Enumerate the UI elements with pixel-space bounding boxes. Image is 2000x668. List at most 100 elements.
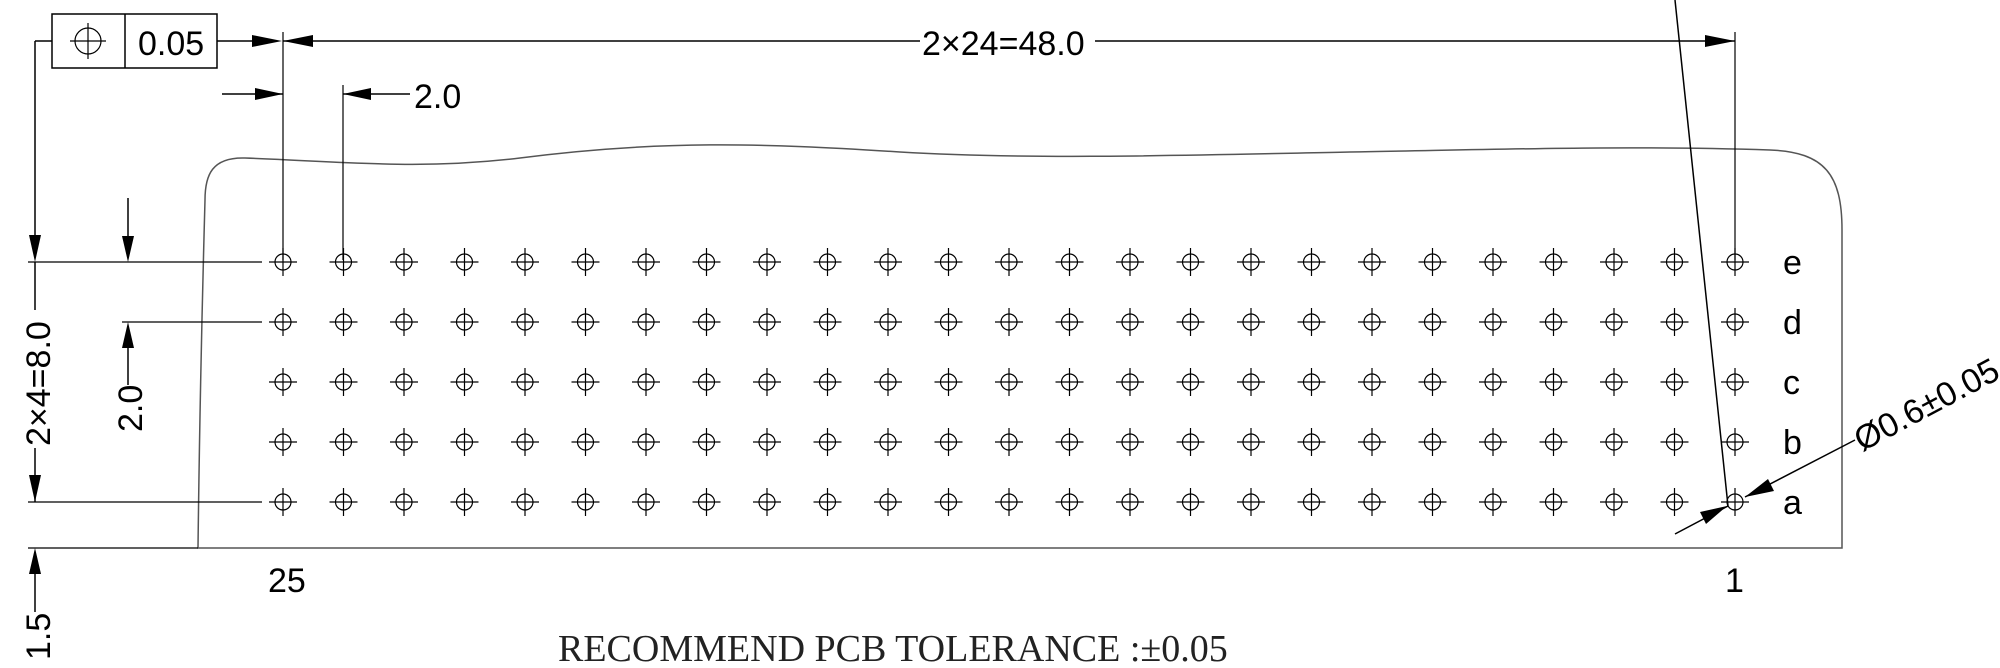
hole-b-12 xyxy=(1055,428,1084,456)
hole-a-18 xyxy=(692,488,721,516)
hole-c-19 xyxy=(632,368,660,396)
hole-b-19 xyxy=(632,428,660,456)
pitch-vertical-dimension: 2.0 xyxy=(112,198,150,432)
hole-d-7 xyxy=(1358,308,1386,336)
hole-b-16 xyxy=(813,428,842,456)
hole-e-8 xyxy=(1297,248,1326,276)
hole-e-16 xyxy=(813,248,842,276)
hole-b-22 xyxy=(450,428,479,456)
hole-d-14 xyxy=(934,308,963,336)
hole-b-18 xyxy=(692,428,721,456)
hole-b-23 xyxy=(390,428,418,456)
hole-b-10 xyxy=(1176,428,1205,456)
hole-c-4 xyxy=(1539,368,1568,396)
hole-c-8 xyxy=(1297,368,1326,396)
hole-d-22 xyxy=(450,308,479,336)
hole-diameter-label: Ø0.6±0.05 xyxy=(1848,351,2000,459)
hole-c-12 xyxy=(1055,368,1084,396)
hole-d-25 xyxy=(269,308,297,336)
hole-d-17 xyxy=(753,308,781,336)
hole-b-13 xyxy=(995,428,1023,456)
hole-e-19 xyxy=(632,248,660,276)
hole-d-24 xyxy=(329,308,358,336)
hole-a-3 xyxy=(1600,488,1628,516)
hole-e-20 xyxy=(571,248,600,276)
hole-a-17 xyxy=(753,488,781,516)
hole-d-21 xyxy=(511,308,539,336)
hole-a-8 xyxy=(1297,488,1326,516)
hole-a-11 xyxy=(1116,488,1144,516)
pitch-vertical-label: 2.0 xyxy=(112,385,150,432)
hole-c-23 xyxy=(390,368,418,396)
hole-a-15 xyxy=(874,488,902,516)
column-label-left: 25 xyxy=(268,562,306,600)
hole-c-14 xyxy=(934,368,963,396)
hole-d-10 xyxy=(1176,308,1205,336)
hole-d-3 xyxy=(1600,308,1628,336)
hole-b-14 xyxy=(934,428,963,456)
hole-a-6 xyxy=(1418,488,1447,516)
hole-e-5 xyxy=(1479,248,1507,276)
hole-e-3 xyxy=(1600,248,1628,276)
hole-e-22 xyxy=(450,248,479,276)
hole-c-18 xyxy=(692,368,721,396)
hole-grid xyxy=(269,248,1749,516)
hole-b-6 xyxy=(1418,428,1447,456)
hole-a-25 xyxy=(269,488,297,516)
overall-width-dimension: 2×24=48.0 xyxy=(282,25,1736,260)
hole-e-10 xyxy=(1176,248,1205,276)
row-label-a: a xyxy=(1783,484,1802,522)
hole-d-18 xyxy=(692,308,721,336)
hole-c-15 xyxy=(874,368,902,396)
hole-a-24 xyxy=(329,488,358,516)
overall-height-dimension: 2×4=8.0 xyxy=(20,262,58,502)
hole-c-5 xyxy=(1479,368,1507,396)
hole-c-2 xyxy=(1660,368,1689,396)
hole-a-2 xyxy=(1660,488,1689,516)
hole-e-23 xyxy=(390,248,418,276)
hole-d-19 xyxy=(632,308,660,336)
hole-e-9 xyxy=(1237,248,1265,276)
hole-c-24 xyxy=(329,368,358,396)
hole-a-23 xyxy=(390,488,418,516)
hole-c-20 xyxy=(571,368,600,396)
hole-d-5 xyxy=(1479,308,1507,336)
hole-c-25 xyxy=(269,368,297,396)
overall-height-label: 2×4=8.0 xyxy=(20,321,58,446)
hole-a-16 xyxy=(813,488,842,516)
hole-e-13 xyxy=(995,248,1023,276)
row-label-c: c xyxy=(1783,364,1800,402)
hole-a-20 xyxy=(571,488,600,516)
hole-a-21 xyxy=(511,488,539,516)
hole-e-12 xyxy=(1055,248,1084,276)
hole-b-7 xyxy=(1358,428,1386,456)
hole-b-5 xyxy=(1479,428,1507,456)
hole-c-11 xyxy=(1116,368,1144,396)
pitch-horizontal-dimension: 2.0 xyxy=(222,78,461,260)
hole-d-2 xyxy=(1660,308,1689,336)
hole-c-7 xyxy=(1358,368,1386,396)
hole-a-12 xyxy=(1055,488,1084,516)
hole-b-17 xyxy=(753,428,781,456)
hole-d-23 xyxy=(390,308,418,336)
hole-c-16 xyxy=(813,368,842,396)
hole-e-17 xyxy=(753,248,781,276)
hole-d-6 xyxy=(1418,308,1447,336)
hole-e-7 xyxy=(1358,248,1386,276)
row-label-d: d xyxy=(1783,304,1802,342)
hole-d-11 xyxy=(1116,308,1144,336)
hole-b-4 xyxy=(1539,428,1568,456)
hole-c-13 xyxy=(995,368,1023,396)
pcb-tolerance-note: RECOMMEND PCB TOLERANCE :±0.05 xyxy=(558,628,1228,668)
column-label-right: 1 xyxy=(1725,562,1744,600)
board-outline xyxy=(197,144,1843,549)
hole-d-8 xyxy=(1297,308,1326,336)
hole-b-2 xyxy=(1660,428,1689,456)
tolerance-frame: 0.05 xyxy=(29,13,282,262)
hole-a-9 xyxy=(1237,488,1265,516)
hole-b-3 xyxy=(1600,428,1628,456)
hole-c-1 xyxy=(1721,368,1749,396)
hole-a-7 xyxy=(1358,488,1386,516)
hole-a-1 xyxy=(1721,488,1749,516)
